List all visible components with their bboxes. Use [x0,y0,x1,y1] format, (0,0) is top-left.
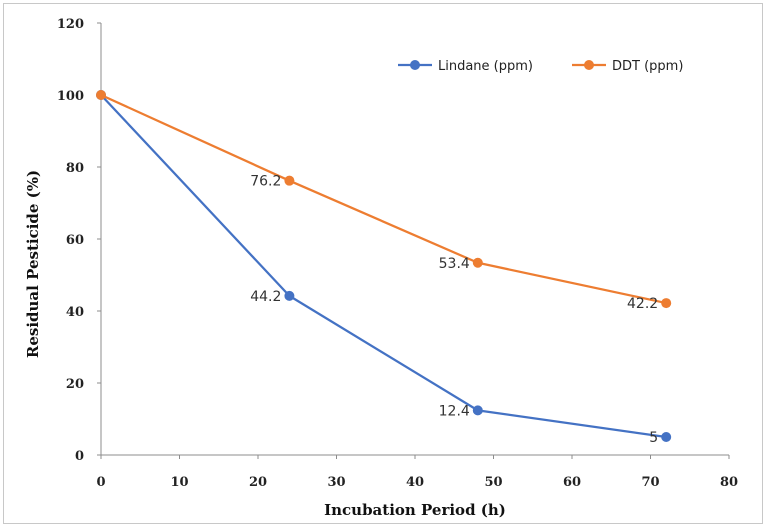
legend-marker [584,60,594,70]
legend-label: Lindane (ppm) [438,59,533,74]
axes: 0 20 40 60 80 100 120 0 10 20 30 40 50 60 70 80 [57,17,738,490]
x-tick-label: 0 [96,475,105,490]
data-point [661,298,672,309]
data-point [472,257,483,268]
series-line [100,94,667,439]
y-tick-label: 20 [66,377,84,392]
legend: Lindane (ppm) DDT (ppm) [398,59,683,74]
data-label: 76.2 [250,174,281,190]
y-tick-label: 40 [66,305,84,320]
data-point [284,175,295,186]
data-point [284,290,295,301]
y-tick-label: 60 [66,233,84,248]
chart-frame [3,3,763,524]
legend-label: DDT (ppm) [612,59,683,74]
x-tick-label: 40 [406,475,424,490]
y-axis-title: Residual Pesticide (%) [24,170,42,358]
x-tick-label: 80 [720,475,738,490]
x-tick-label: 30 [327,475,345,490]
x-tick-label: 10 [170,475,188,490]
data-label: 5 [649,430,658,446]
data-label: 42.2 [627,296,658,312]
data-label: 44.2 [250,289,281,305]
y-tick-label: 100 [57,89,84,104]
legend-marker [410,60,420,70]
x-tick-label: 20 [249,475,267,490]
y-tick-label: 0 [75,449,84,464]
series-layer [96,90,672,442]
y-tick-label: 120 [57,17,84,32]
data-label: 12.4 [439,403,470,419]
data-point [472,405,483,416]
data-labels: 44.2 12.4 5 76.2 53.4 42.2 [250,174,658,446]
x-tick-label: 60 [563,475,581,490]
data-point [661,432,672,442]
data-label: 53.4 [439,256,470,272]
y-tick-label: 80 [66,161,84,176]
x-tick-label: 50 [484,475,502,490]
x-axis-title: Incubation Period (h) [324,501,506,519]
series-line [100,93,667,305]
data-point [96,90,106,100]
x-tick-label: 70 [641,475,659,490]
